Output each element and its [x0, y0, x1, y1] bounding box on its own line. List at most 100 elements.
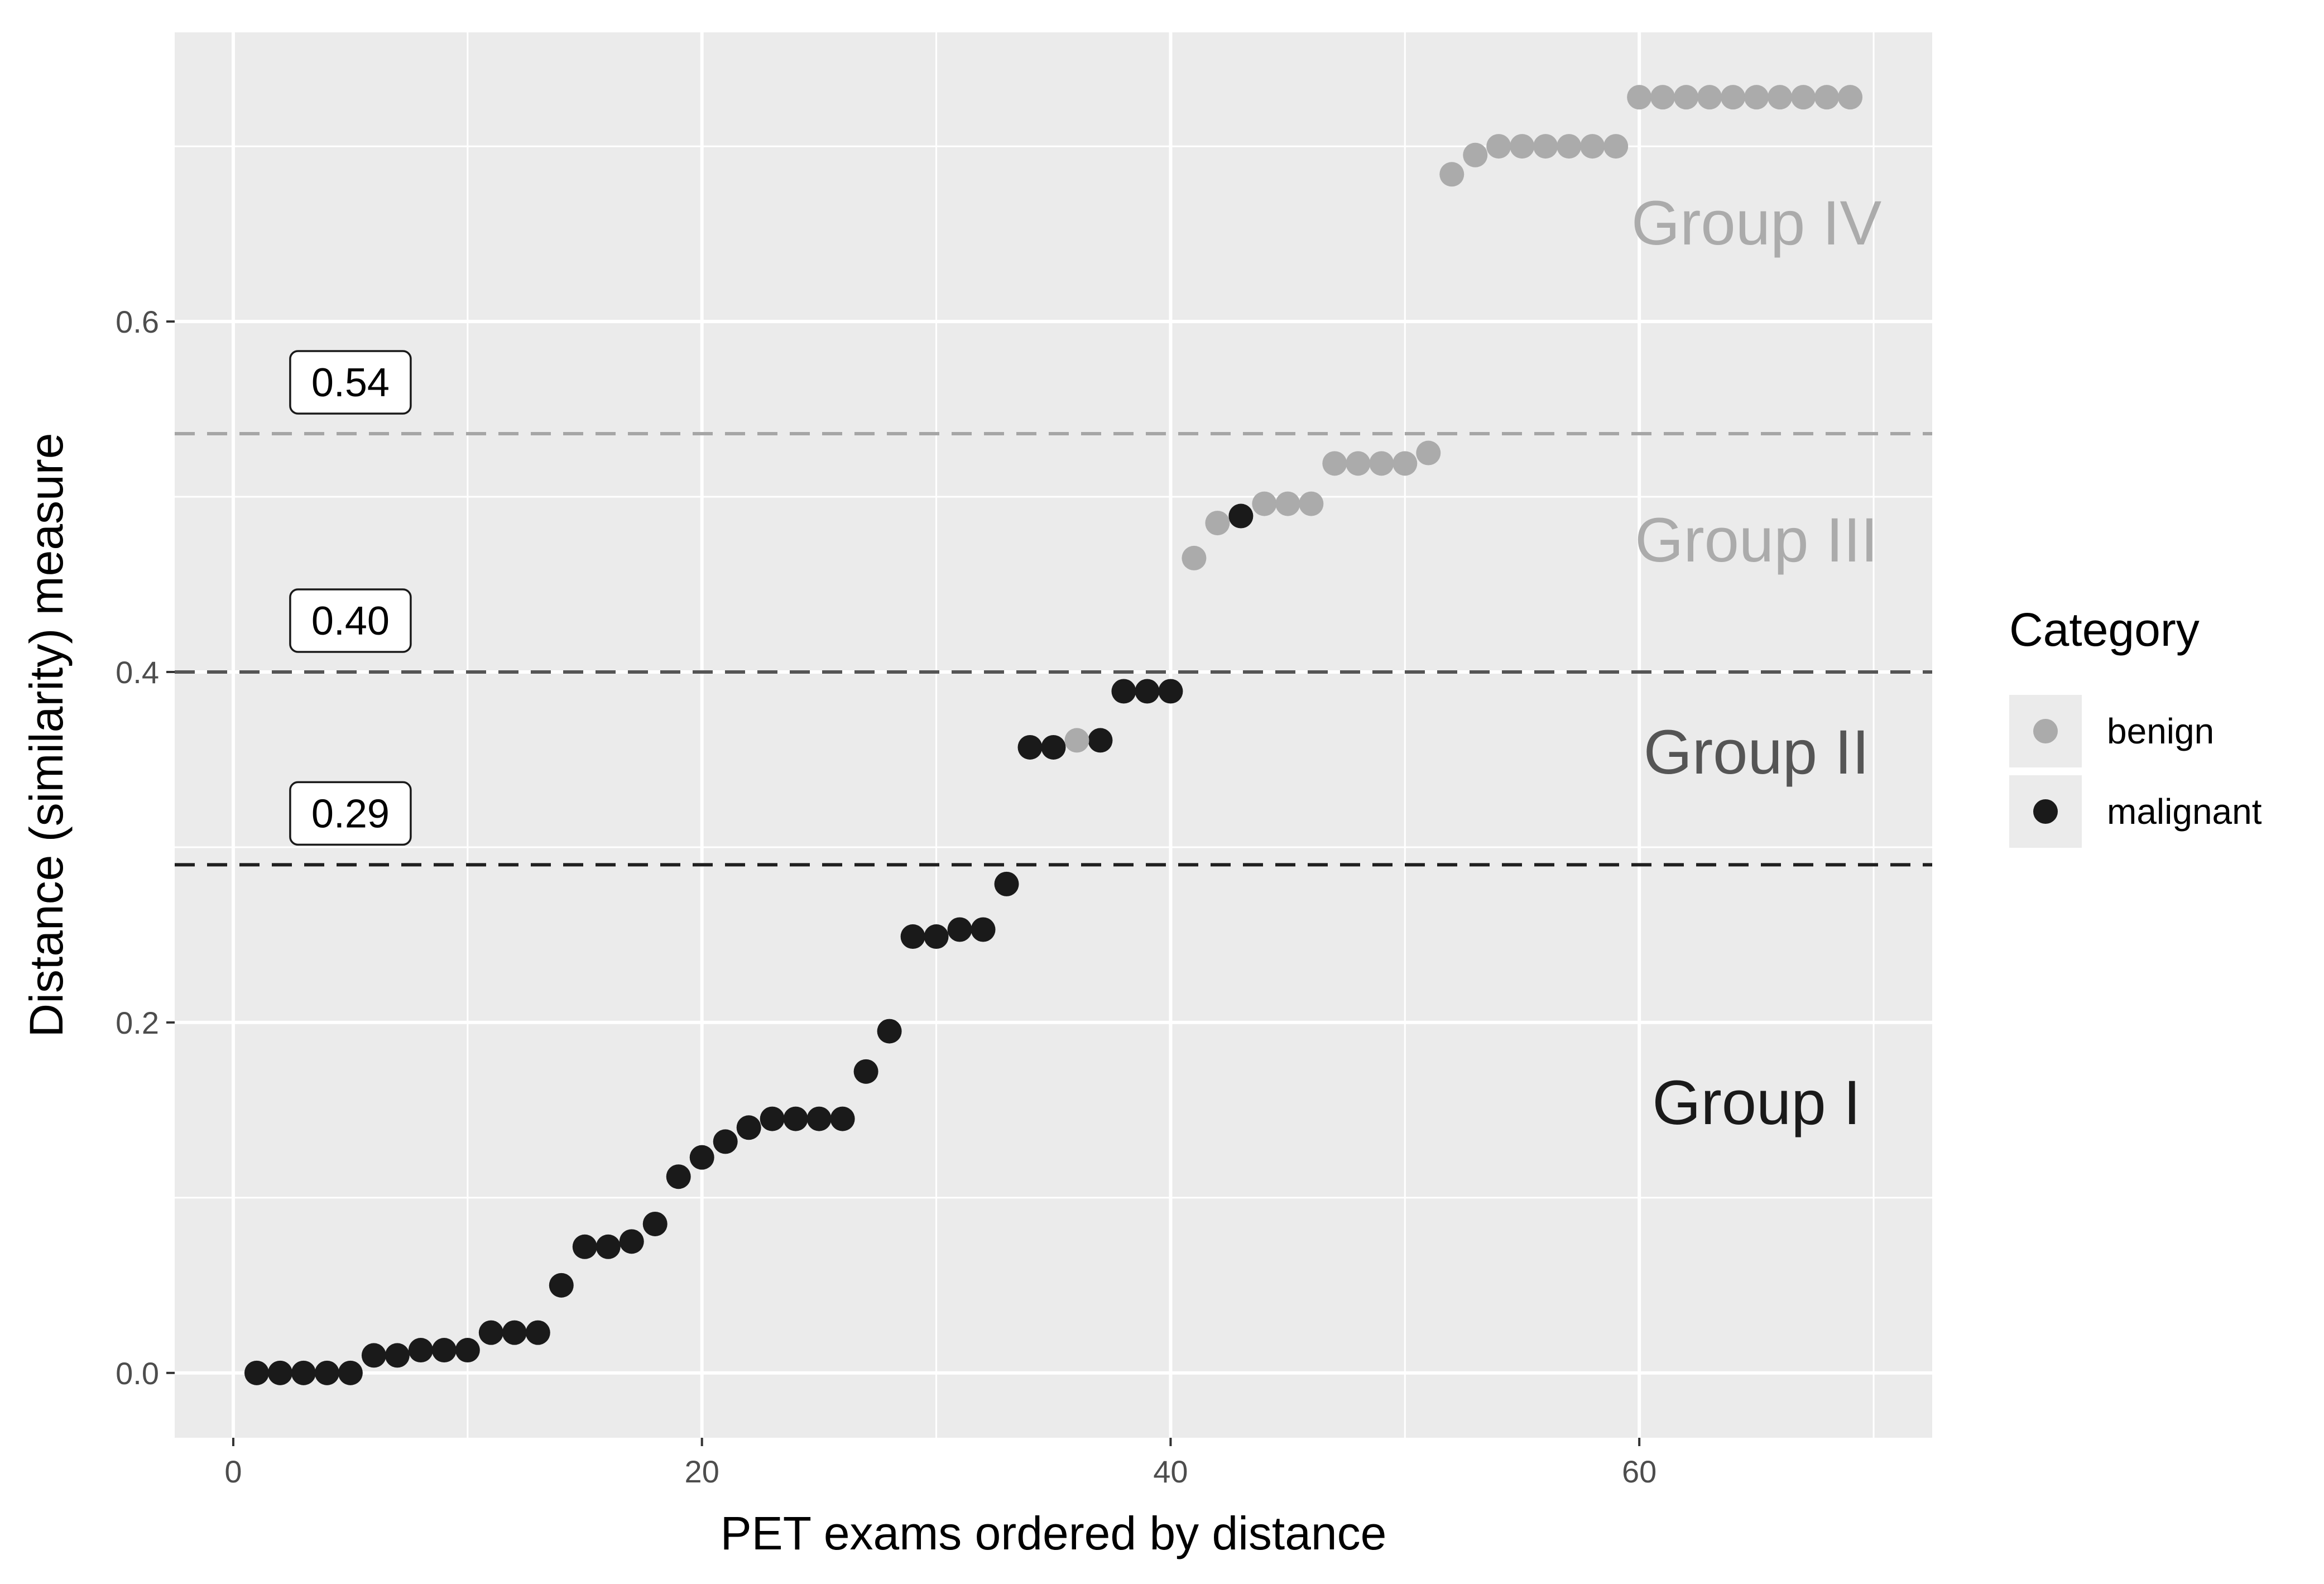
group-label: Group II	[1644, 717, 1870, 787]
y-tick-label: 0.0	[116, 1356, 159, 1391]
x-tick-label: 60	[1622, 1454, 1656, 1489]
y-tick-label: 0.4	[116, 655, 159, 690]
threshold-label-box	[289, 781, 412, 846]
data-point-malignant	[830, 1106, 855, 1131]
data-point-malignant	[502, 1320, 527, 1345]
data-point-malignant	[338, 1360, 363, 1385]
data-point-malignant	[994, 871, 1019, 896]
data-point-malignant	[1158, 679, 1183, 704]
data-point-benign	[1510, 134, 1535, 159]
group-label: Group III	[1635, 505, 1878, 575]
group-labels: Group IV Group III Group II Group I	[1631, 188, 1882, 1137]
data-point-benign	[1416, 440, 1441, 465]
data-point-benign	[1838, 85, 1863, 110]
data-point-malignant	[431, 1338, 457, 1363]
y-tick-label: 0.2	[116, 1005, 159, 1040]
data-point-malignant	[689, 1145, 714, 1170]
y-tick-label: 0.6	[116, 304, 159, 339]
data-point-benign	[1627, 85, 1652, 110]
x-tick-label: 20	[685, 1454, 719, 1489]
x-tick-label: 0	[224, 1454, 242, 1489]
threshold-label: 0.40	[311, 599, 390, 644]
data-point-benign	[1369, 451, 1394, 476]
data-point-benign	[1744, 85, 1769, 110]
data-point-malignant	[853, 1059, 878, 1084]
data-point-malignant	[549, 1273, 574, 1298]
x-axis-title: PET exams ordered by distance	[721, 1507, 1387, 1559]
data-point-benign	[1650, 85, 1675, 110]
data-point-malignant	[642, 1211, 668, 1236]
legend-label: malignant	[2107, 791, 2262, 832]
data-point-malignant	[244, 1360, 269, 1385]
data-point-benign	[1322, 451, 1347, 476]
data-point-benign	[1814, 85, 1840, 110]
legend: Category benign malignant	[2009, 603, 2262, 848]
data-point-benign	[1252, 491, 1277, 516]
data-point-benign	[1205, 511, 1230, 536]
legend-marker-malignant	[2033, 799, 2058, 824]
data-point-malignant	[760, 1106, 785, 1131]
data-point-malignant	[385, 1343, 410, 1368]
data-point-malignant	[1228, 503, 1254, 529]
data-point-malignant	[478, 1320, 503, 1345]
data-point-malignant	[596, 1234, 621, 1259]
data-point-malignant	[947, 917, 972, 942]
data-point-malignant	[572, 1234, 597, 1259]
legend-title: Category	[2009, 603, 2200, 656]
data-point-benign	[1674, 85, 1699, 110]
threshold-label-box	[289, 350, 412, 415]
data-point-benign	[1486, 134, 1511, 159]
data-point-benign	[1768, 85, 1793, 110]
axes: 0 20 40 60 0.0 0.2 0.4 0.6 PET exams ordered by …	[20, 304, 1656, 1559]
data-point-malignant	[619, 1229, 644, 1254]
data-point-malignant	[736, 1115, 761, 1140]
data-point-malignant	[1017, 735, 1043, 760]
data-point-malignant	[971, 917, 996, 942]
data-point-malignant	[1111, 679, 1136, 704]
data-point-benign	[1064, 728, 1089, 753]
group-label: Group I	[1652, 1068, 1861, 1137]
data-point-benign	[1393, 451, 1418, 476]
group-label: Group IV	[1631, 188, 1882, 258]
data-point-benign	[1463, 142, 1488, 167]
data-point-benign	[1603, 134, 1629, 159]
data-point-malignant	[314, 1360, 339, 1385]
data-point-malignant	[783, 1106, 808, 1131]
data-point-malignant	[666, 1164, 691, 1189]
data-point-malignant	[408, 1338, 433, 1363]
data-point-malignant	[361, 1343, 386, 1368]
threshold-label: 0.29	[311, 791, 390, 836]
data-points	[244, 85, 1863, 1385]
data-point-benign	[1580, 134, 1605, 159]
data-point-benign	[1275, 491, 1300, 516]
threshold-label-box	[289, 588, 412, 653]
data-point-malignant	[900, 924, 925, 949]
data-point-malignant	[713, 1129, 738, 1154]
data-point-benign	[1182, 545, 1207, 570]
data-point-malignant	[1088, 728, 1113, 753]
threshold-label: 0.54	[311, 361, 390, 405]
data-point-benign	[1791, 85, 1816, 110]
legend-marker-benign	[2033, 719, 2058, 743]
data-point-benign	[1533, 134, 1558, 159]
data-point-benign	[1346, 451, 1371, 476]
data-point-malignant	[1135, 679, 1160, 704]
data-point-malignant	[806, 1106, 832, 1131]
data-point-malignant	[291, 1360, 316, 1385]
data-point-malignant	[525, 1320, 550, 1345]
data-point-benign	[1299, 491, 1324, 516]
data-point-malignant	[455, 1338, 480, 1363]
y-axis-title: Distance (similarity) measure	[20, 433, 73, 1038]
data-point-benign	[1697, 85, 1722, 110]
data-point-benign	[1721, 85, 1746, 110]
data-point-malignant	[924, 924, 949, 949]
data-point-benign	[1557, 134, 1582, 159]
data-point-malignant	[1041, 735, 1066, 760]
data-point-malignant	[877, 1019, 902, 1044]
data-point-benign	[1439, 162, 1464, 187]
data-point-malignant	[267, 1360, 292, 1385]
legend-label: benign	[2107, 711, 2214, 751]
x-tick-label: 40	[1153, 1454, 1188, 1489]
threshold-lines: 0.54 0.40 0.29	[175, 350, 1932, 867]
